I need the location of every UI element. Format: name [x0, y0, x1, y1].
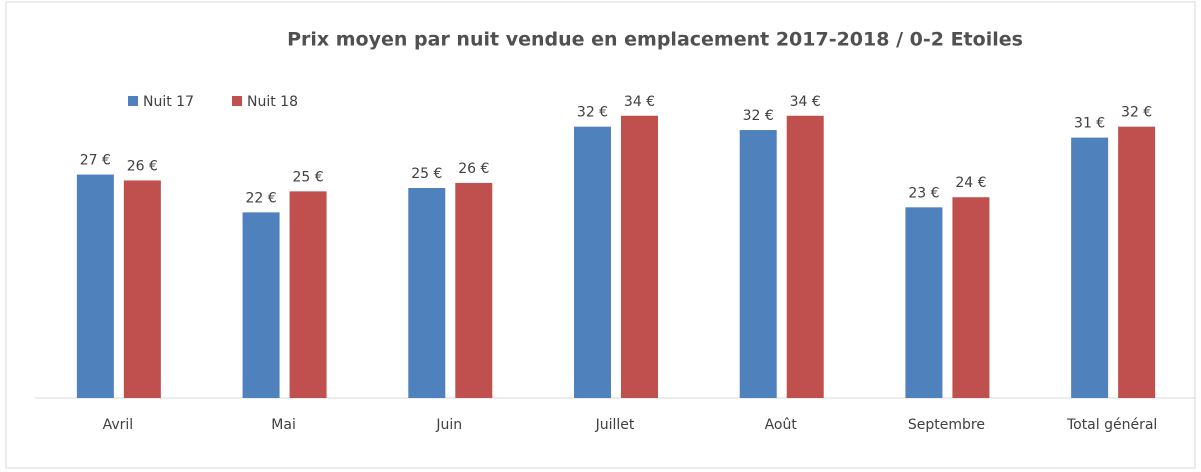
data-label: 31 € — [1074, 116, 1105, 132]
data-label: 32 € — [1121, 105, 1152, 121]
x-tick-label: Septembre — [908, 417, 985, 433]
bar — [1118, 126, 1156, 399]
data-label: 34 € — [790, 94, 821, 110]
bar — [621, 115, 658, 398]
data-label: 26 € — [458, 161, 489, 177]
legend-swatch — [128, 96, 138, 106]
data-label: 32 € — [577, 105, 608, 121]
x-tick-label: Juin — [435, 417, 462, 433]
bar — [952, 197, 990, 398]
bar — [455, 182, 493, 398]
data-label: 26 € — [127, 158, 158, 174]
bar — [242, 212, 280, 398]
data-label: 34 € — [624, 94, 655, 110]
legend-label: Nuit 17 — [143, 94, 194, 110]
x-tick-label: Total général — [1066, 417, 1157, 433]
x-tick-label: Août — [765, 417, 798, 433]
data-label: 32 € — [743, 108, 774, 124]
x-tick-label: Mai — [271, 417, 296, 433]
legend-label: Nuit 18 — [247, 94, 298, 110]
data-label: 25 € — [411, 166, 442, 182]
bar — [123, 180, 161, 398]
bar — [289, 191, 327, 398]
chart-title: Prix moyen par nuit vendue en emplacemen… — [287, 29, 1023, 51]
bar — [786, 115, 824, 398]
data-label: 22 € — [245, 190, 276, 206]
bar — [905, 207, 943, 398]
data-label: 25 € — [292, 169, 323, 185]
bar — [408, 188, 446, 398]
bar — [76, 174, 114, 398]
x-tick-label: Avril — [103, 417, 134, 433]
bar — [574, 126, 611, 399]
data-label: 24 € — [955, 175, 986, 191]
bar — [1071, 137, 1109, 398]
bar — [739, 130, 777, 399]
legend-swatch — [232, 96, 242, 106]
data-label: 23 € — [908, 185, 939, 201]
data-label: 27 € — [80, 153, 111, 169]
x-tick-label: Juillet — [595, 417, 635, 433]
